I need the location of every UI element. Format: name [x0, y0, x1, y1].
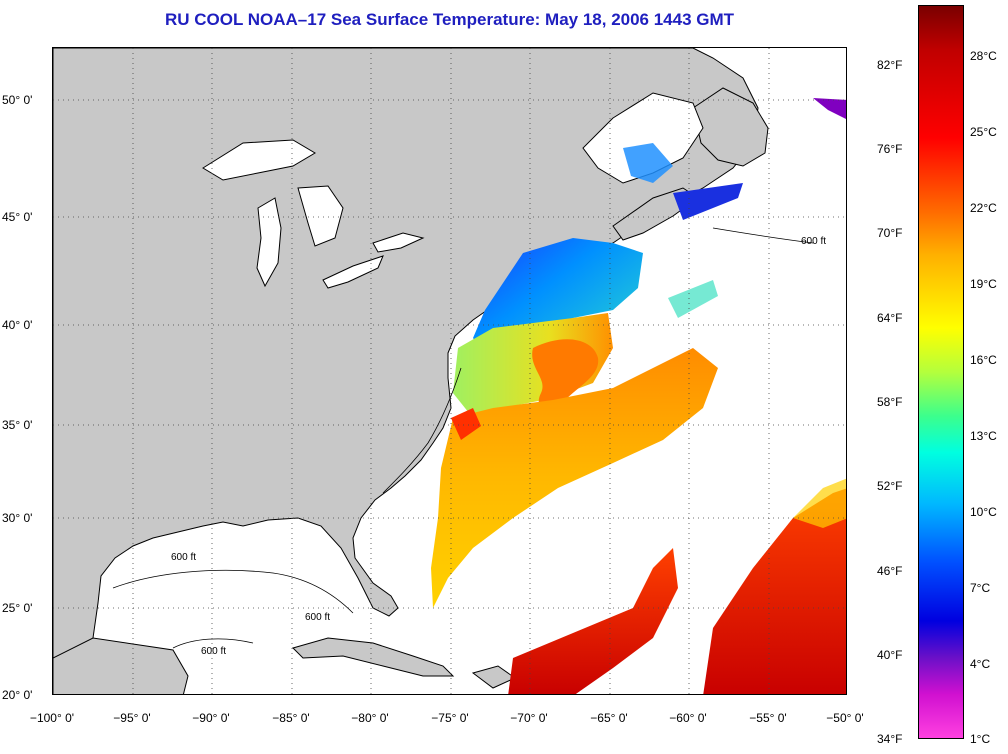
graticule [53, 48, 846, 694]
sst-map: 600 ft 600 ft 600 ft 600 ft [52, 47, 847, 695]
colorbar-fahrenheit-label: 76°F [877, 142, 903, 156]
colorbar-celsius-label: 1°C [970, 732, 991, 746]
sst-gulf-stream-meander [532, 339, 599, 413]
sst-hatteras-red [451, 408, 481, 440]
contour-line-600ft [172, 638, 254, 649]
sst-south-east-yellow [793, 478, 846, 528]
colorbar-fahrenheit-label: 46°F [877, 564, 903, 578]
colorbar-celsius-label: 28°C [970, 49, 997, 63]
sst-south-hot-east [703, 488, 846, 694]
colorbar-celsius-label: 4°C [970, 657, 991, 671]
colorbar-celsius-label: 25°C [970, 125, 997, 139]
sst-south-hot-west [508, 548, 678, 694]
sst-labrador-purple [813, 98, 846, 119]
colorbar-celsius-label: 10°C [970, 505, 997, 519]
contour-line-600ft [382, 367, 462, 494]
contour-label: 600 ft [801, 236, 826, 247]
lon-label: −65° 0' [590, 711, 628, 725]
contour-label: 600 ft [171, 552, 196, 563]
lake-huron [297, 185, 344, 247]
map-title: RU COOL NOAA–17 Sea Surface Temperature:… [164, 10, 735, 29]
temperature-colorbar [918, 5, 964, 739]
sst-slope-water [453, 313, 613, 418]
colorbar-celsius-label: 13°C [970, 429, 997, 443]
colorbar-celsius-label: 22°C [970, 201, 997, 215]
lon-label: −75° 0' [431, 711, 469, 725]
lon-label: −100° 0' [29, 711, 75, 725]
hispaniola-land [471, 665, 517, 689]
yucatan-land [53, 637, 189, 694]
colorbar-celsius-label: 16°C [970, 353, 997, 367]
lon-label: −85° 0' [272, 711, 310, 725]
lake-ontario [372, 232, 425, 253]
cuba-land [292, 637, 455, 677]
lat-label: 50° 0' [2, 93, 33, 107]
map-canvas: 600 ft 600 ft 600 ft 600 ft [53, 48, 846, 694]
colorbar-celsius-label: 7°C [970, 581, 991, 595]
lat-label: 35° 0' [2, 418, 33, 432]
contour-label: 600 ft [305, 612, 330, 623]
colorbar-fahrenheit-label: 40°F [877, 648, 903, 662]
sst-gulf-st-lawrence [623, 143, 673, 183]
colorbar-celsius-label: 19°C [970, 277, 997, 291]
lake-michigan [256, 197, 282, 288]
lon-label: −50° 0' [826, 711, 864, 725]
colorbar-fahrenheit-label: 64°F [877, 311, 903, 325]
colorbar-fahrenheit-label: 58°F [877, 395, 903, 409]
contour-line-600ft [712, 227, 814, 244]
newfoundland-land [692, 87, 769, 167]
colorbar-fahrenheit-label: 82°F [877, 58, 903, 72]
colorbar-fahrenheit-label: 34°F [877, 732, 903, 746]
contour-label: 600 ft [201, 646, 226, 657]
lat-label: 40° 0' [2, 318, 33, 332]
lon-label: −55° 0' [749, 711, 787, 725]
lon-label: −90° 0' [192, 711, 230, 725]
lat-label: 30° 0' [2, 511, 33, 525]
colorbar-fahrenheit-label: 70°F [877, 226, 903, 240]
lake-erie [322, 255, 384, 289]
sst-east-patches [668, 280, 718, 318]
lat-label: 25° 0' [2, 601, 33, 615]
lake-superior [202, 139, 316, 181]
lon-label: −95° 0' [113, 711, 151, 725]
lon-label: −60° 0' [669, 711, 707, 725]
lon-label: −80° 0' [351, 711, 389, 725]
colorbar-fahrenheit-label: 52°F [877, 479, 903, 493]
sst-warm-sargasso [431, 348, 718, 608]
lon-label: −70° 0' [510, 711, 548, 725]
lat-label: 45° 0' [2, 210, 33, 224]
lat-label: 20° 0' [2, 688, 33, 702]
sst-cabot-strait [673, 183, 743, 220]
contour-line-600ft [112, 569, 354, 614]
